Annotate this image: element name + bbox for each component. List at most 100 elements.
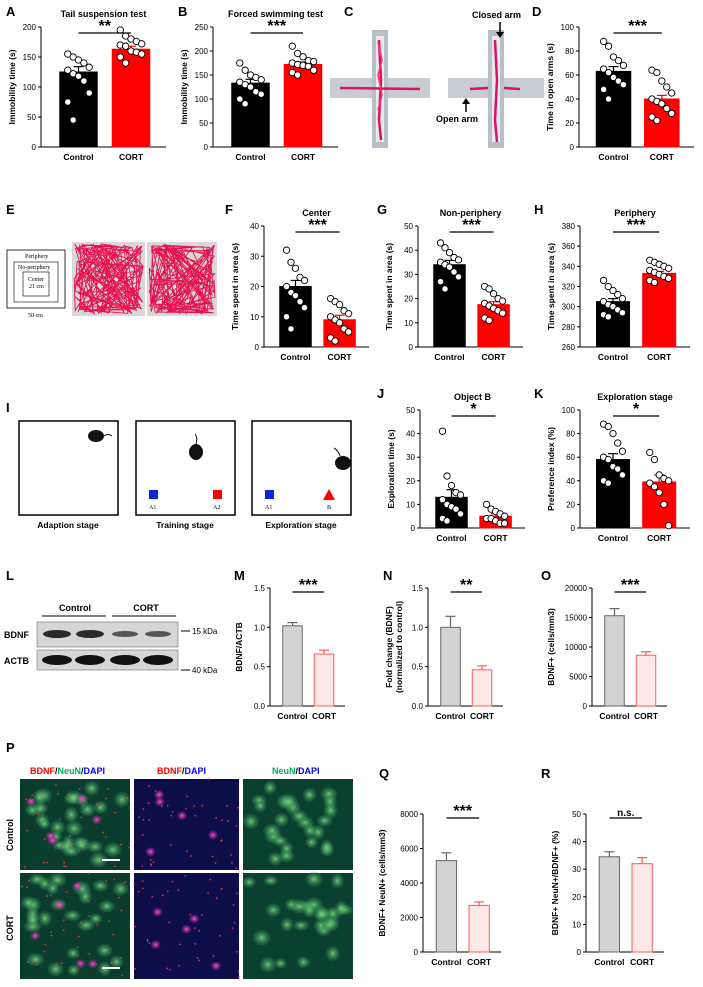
a-point-0-3 [80,59,88,67]
d-ytick-label-1: 20 [565,119,574,128]
f-ytick-label-1: 10 [250,313,259,322]
center-label: Center [28,277,44,283]
bdnf-dot-3-34 [171,880,174,883]
bdnf-dot-3-7 [220,887,223,890]
bdnf-dot-0-15 [69,843,72,846]
h-point-1-9 [664,274,673,283]
bdnf-dot-3-29 [169,968,171,971]
neuron-cell-0-14 [49,819,66,835]
n-bar-control [440,626,461,707]
bdnf-dot-0-32 [82,810,85,813]
d-point-1-9 [668,109,676,118]
bdnf-dot-3-8 [148,942,151,945]
bdnf-dot-2-5 [55,901,58,904]
bdnf-dot-0-2 [28,799,31,802]
d-point-0-10 [599,85,608,94]
h-sig-text: *** [627,217,646,234]
panel-label-o: O [541,568,551,583]
wb-actb-band-2 [75,655,105,665]
panel-label-c: C [344,4,354,19]
q-category-0: Control [431,957,461,967]
stage-label-exploration: Exploration stage [265,520,337,530]
a-point-1-0 [116,26,124,34]
d-ytick-label-5: 100 [561,23,575,32]
neuron-cell-1-25 [323,802,338,819]
h-ytick-label-1: 280 [562,323,576,332]
q-ytick-label-0: 0 [414,948,419,957]
h-point-1-4 [664,264,673,272]
open-arm-label: Open arm [436,114,478,124]
g-ytick-label-1: 10 [404,319,413,328]
g-ytick-label-4: 40 [404,246,413,255]
b-ytick-label-2: 100 [195,95,209,104]
bdnf-dot-2-2 [31,960,34,963]
o-ytick-label-3: 15000 [565,614,588,623]
bdnf-dot-2-37 [55,963,57,966]
wb-actb-strip [36,649,179,671]
bdnf-dot-2-22 [108,920,111,923]
neuron-cell-1-23 [278,849,295,863]
bdnf-dot-2-14 [46,895,49,897]
a-point-1-9 [138,50,146,58]
k-ytick-label-0: 0 [571,524,576,533]
h-point-0-4 [618,294,627,303]
g-category-1: CORT [482,352,507,362]
bdnf-dot-2-8 [77,935,80,938]
chart-exploration-stage: 0 20 40 60 80 100 Preference index (%) Explorat… [546,392,690,543]
bdnf-dot-0-23 [128,846,131,849]
micro-control-bdnf [134,779,239,870]
k-point-0-3 [614,439,622,447]
bdnf-dot-3-12 [201,913,203,916]
bdnf-dot-0-18 [46,861,48,864]
neuron-cell-2-20 [38,877,52,891]
bdnf-dot-2-1 [118,896,120,899]
q-ylabel: BDNF+ NeuN+ (cells/mm3) [377,829,387,936]
bdnf-dot-0-26 [65,865,67,868]
nor-schematic: A1 A2 A1 B Adaption stage Training stage… [18,420,352,530]
bdnf-dot-0-12 [31,794,34,797]
k-point-0-9 [618,471,627,479]
a-bar-control [59,71,98,148]
wb-group-control: Control [59,603,91,613]
bdnf-dot-0-11 [113,811,116,814]
bdnf-dot-0-7 [122,799,125,802]
r-category-0: Control [594,957,624,967]
d-ytick-label-4: 80 [565,47,574,56]
bdnf-dot-1-17 [148,818,150,821]
f-point-0-5 [282,282,291,291]
wb-bdnf-band-1 [43,630,71,638]
bdnf-cell-1-0 [154,790,165,800]
bdnf-dot-0-35 [126,797,129,800]
r-ytick-label-3: 30 [572,865,581,874]
h-point-0-11 [604,313,612,321]
j-point-0-11 [443,517,451,525]
neuron-cell-2-13 [109,955,124,969]
bdnf-dot-2-17 [65,891,68,893]
n-ytick-label-0: 0.0 [412,702,424,711]
neuron-cell-0-21 [93,800,108,814]
mouse-3-tail [333,447,341,457]
h-title: Periphery [614,208,656,218]
bdnf-dot-1-33 [201,804,204,807]
bdnf-dot-1-39 [160,804,163,807]
neuron-cell-3-17 [313,908,331,921]
j-point-0-1 [443,472,451,480]
a-category-0: Control [63,152,93,162]
mouse-2-tail [194,433,198,445]
western-blot: Control CORT BDNF ACTB 15 kDa 40 kDa [4,603,218,675]
o-bar-cort [635,654,657,707]
d-point-0-8 [614,77,623,85]
bdnf-dot-1-24 [149,859,152,861]
j-point-0-4 [456,491,465,499]
a-point-0-5 [64,66,72,74]
bdnf-dot-3-38 [198,930,201,932]
neuron-cell-3-21 [296,956,311,969]
f-point-1-9 [344,328,353,336]
object-label-a2-training: A2 [213,505,220,511]
j-point-0-0 [438,427,447,435]
b-point-1-1 [293,49,302,58]
f-point-0-1 [287,258,295,266]
bdnf-dot-2-32 [110,961,113,964]
bdnf-cell-0-1 [91,815,102,825]
k-category-0: Control [598,533,628,543]
